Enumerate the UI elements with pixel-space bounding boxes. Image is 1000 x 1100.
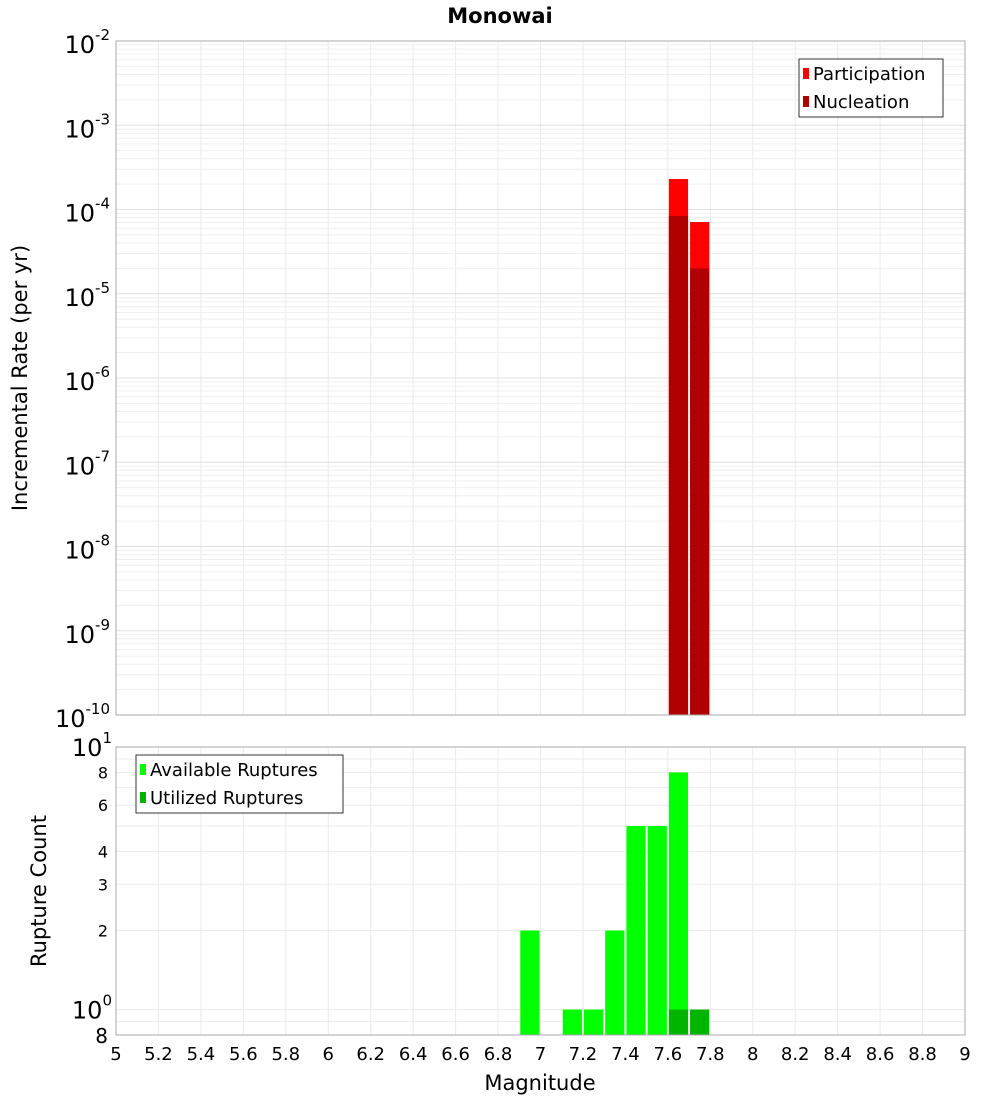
x-tick-label: 7.6 <box>654 1044 683 1065</box>
bottom-legend: Available Ruptures Utilized Ruptures <box>135 754 344 814</box>
bar-available-ruptures <box>647 826 667 1035</box>
x-tick-label: 5 <box>110 1044 121 1065</box>
bottom-bars <box>520 772 710 1035</box>
top-y-axis-label: Incremental Rate (per yr) <box>8 245 32 511</box>
x-tick-label: 9 <box>959 1044 970 1065</box>
y-tick-label: 10-10 <box>55 700 110 733</box>
y-tick-label: 3 <box>98 875 108 894</box>
top-y-ticks: 10-2 10-3 10-4 10-5 10-6 10-7 10-8 10-9 10-10 <box>55 26 110 733</box>
y-tick-label: 10-8 <box>64 532 110 565</box>
x-tick-label: 6.8 <box>484 1044 513 1065</box>
x-ticks: 5 5.2 5.4 5.6 5.8 6 6.2 6.4 6.6 6.8 7 7.2 7.4 7.6 7.8 8… <box>110 1044 970 1065</box>
x-tick-label: 6 <box>323 1044 334 1065</box>
bar-available-ruptures <box>562 1009 582 1035</box>
x-tick-label: 5.4 <box>187 1044 216 1065</box>
bar-available-ruptures <box>520 930 540 1035</box>
y-tick-label: 10-7 <box>64 447 110 480</box>
legend-swatch-nucleation <box>803 96 809 107</box>
y-tick-label: 10-3 <box>64 110 110 143</box>
y-tick-label: 101 <box>72 729 112 762</box>
y-tick-label: 8 <box>95 1024 108 1048</box>
y-tick-label: 2 <box>98 922 108 941</box>
x-tick-label: 8.8 <box>908 1044 937 1065</box>
legend-swatch-utilized <box>140 792 146 803</box>
y-tick-label: 8 <box>98 763 108 782</box>
x-tick-label: 7.4 <box>611 1044 640 1065</box>
x-tick-label: 8.2 <box>781 1044 810 1065</box>
x-tick-label: 6.6 <box>441 1044 470 1065</box>
legend-label-participation: Participation <box>813 64 925 85</box>
legend-label-utilized: Utilized Ruptures <box>150 788 303 809</box>
x-tick-label: 8 <box>747 1044 758 1065</box>
bar-utilized-ruptures <box>668 1009 689 1035</box>
y-tick-label: 10-5 <box>64 279 110 312</box>
top-grid <box>116 41 966 716</box>
top-bars <box>668 179 710 716</box>
legend-label-nucleation: Nucleation <box>813 92 909 113</box>
x-tick-label: 8.4 <box>823 1044 852 1065</box>
bottom-y-axis-label: Rupture Count <box>27 815 51 967</box>
y-tick-label: 10-4 <box>64 195 110 228</box>
x-axis-label: Magnitude <box>484 1071 595 1095</box>
bar-nucleation <box>668 215 689 716</box>
bar-available-ruptures <box>605 930 625 1035</box>
x-tick-label: 7.2 <box>569 1044 598 1065</box>
x-tick-label: 5.6 <box>229 1044 258 1065</box>
bar-available-ruptures <box>668 772 689 1035</box>
x-tick-label: 5.8 <box>271 1044 300 1065</box>
y-tick-label: 4 <box>98 842 108 861</box>
top-plot-frame <box>115 40 966 716</box>
y-tick-label: 10-9 <box>64 616 110 649</box>
y-tick-label: 100 <box>72 992 112 1025</box>
bottom-plot-frame <box>115 746 966 1036</box>
x-tick-label: 5.2 <box>144 1044 173 1065</box>
x-tick-label: 7 <box>535 1044 546 1065</box>
x-tick-label: 8.6 <box>866 1044 895 1065</box>
top-legend: Participation Nucleation <box>798 58 944 118</box>
y-tick-label: 10-2 <box>64 26 110 59</box>
legend-swatch-participation <box>803 68 809 79</box>
chart-title: Monowai <box>447 4 552 28</box>
legend-label-available: Available Ruptures <box>150 760 318 781</box>
bar-nucleation <box>690 268 710 715</box>
bar-available-ruptures <box>626 826 646 1035</box>
y-tick-label: 6 <box>98 796 108 815</box>
bar-utilized-ruptures <box>690 1009 710 1035</box>
x-tick-label: 6.4 <box>399 1044 428 1065</box>
legend-swatch-available <box>140 764 146 775</box>
x-tick-label: 7.8 <box>696 1044 725 1065</box>
x-tick-label: 6.2 <box>356 1044 385 1065</box>
bar-available-ruptures <box>583 1009 604 1035</box>
y-tick-label: 10-6 <box>64 363 110 396</box>
